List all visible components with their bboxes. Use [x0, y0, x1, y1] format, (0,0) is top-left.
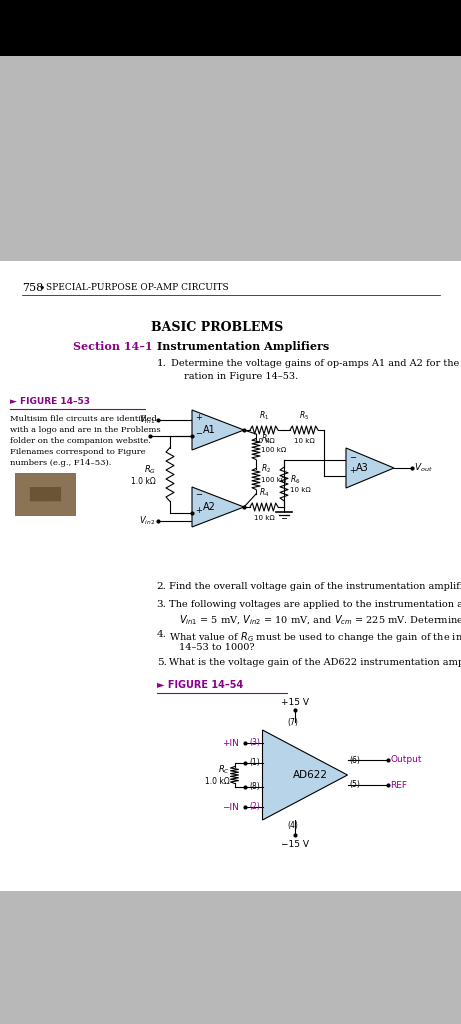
Text: 10 kΩ: 10 kΩ	[254, 515, 274, 521]
Text: 3.: 3.	[157, 600, 166, 609]
Text: Instrumentation Amplifiers: Instrumentation Amplifiers	[157, 341, 329, 352]
Text: +IN: +IN	[223, 738, 239, 748]
Text: 1.0 kΩ: 1.0 kΩ	[205, 776, 230, 785]
Text: $V_{out}$: $V_{out}$	[414, 462, 433, 474]
Text: −15 V: −15 V	[281, 840, 309, 849]
Text: $R_1$: $R_1$	[261, 433, 271, 445]
Text: 100 kΩ: 100 kΩ	[261, 447, 286, 453]
Text: 4.: 4.	[157, 630, 166, 639]
Text: $R_1$: $R_1$	[259, 410, 269, 422]
Text: BASIC PROBLEMS: BASIC PROBLEMS	[151, 321, 283, 334]
Text: SPECIAL-PURPOSE OP-AMP CIRCUITS: SPECIAL-PURPOSE OP-AMP CIRCUITS	[46, 283, 229, 292]
Text: −: −	[195, 490, 202, 499]
Polygon shape	[262, 730, 348, 820]
Text: What is the voltage gain of the AD622 instrumentation amplifier in Figure 14–54?: What is the voltage gain of the AD622 in…	[169, 658, 461, 667]
Text: A1: A1	[203, 425, 216, 435]
Text: $R_4$: $R_4$	[259, 486, 269, 499]
Text: 14–53 to 1000?: 14–53 to 1000?	[179, 643, 254, 652]
Text: Determine the voltage gains of op-amps A1 and A2 for the instrumentation amplifi: Determine the voltage gains of op-amps A…	[171, 359, 461, 368]
Text: (8): (8)	[250, 782, 260, 792]
Text: 10 kΩ: 10 kΩ	[294, 438, 314, 444]
Polygon shape	[192, 410, 244, 450]
Text: ███: ███	[29, 486, 61, 501]
Text: +: +	[195, 413, 202, 422]
Text: (3): (3)	[249, 738, 260, 748]
Text: •: •	[38, 283, 45, 293]
Bar	[15, 473, 75, 515]
Text: Find the overall voltage gain of the instrumentation amplifier in Figure 14–53.: Find the overall voltage gain of the ins…	[169, 582, 461, 591]
Text: (4): (4)	[288, 821, 298, 830]
Text: ► FIGURE 14–53: ► FIGURE 14–53	[10, 397, 90, 406]
Text: What value of $R_G$ must be used to change the gain of the instrumentation ampli: What value of $R_G$ must be used to chan…	[169, 630, 461, 644]
Text: 1.0 kΩ: 1.0 kΩ	[131, 477, 156, 486]
Text: Output: Output	[390, 756, 422, 765]
Polygon shape	[192, 487, 244, 527]
Text: $V_{in1}$: $V_{in1}$	[139, 414, 155, 426]
Text: REF: REF	[390, 780, 408, 790]
Text: 100 kΩ: 100 kΩ	[261, 477, 286, 483]
Text: Multisim file circuits are identified: Multisim file circuits are identified	[10, 415, 157, 423]
Text: $R_C$: $R_C$	[218, 764, 230, 776]
Bar	[0, 0, 461, 56]
Text: (2): (2)	[250, 803, 260, 811]
Text: Section 14–1: Section 14–1	[73, 341, 152, 352]
Text: +: +	[195, 506, 202, 515]
Text: with a logo and are in the Problems: with a logo and are in the Problems	[10, 426, 160, 434]
Text: $V_{in1}$ = 5 mV, $V_{in2}$ = 10 mV, and $V_{cm}$ = 225 mV. Determine the final : $V_{in1}$ = 5 mV, $V_{in2}$ = 10 mV, and…	[179, 613, 461, 627]
Bar	[0, 261, 461, 891]
Text: AD622: AD622	[292, 770, 327, 780]
Text: 10 kΩ: 10 kΩ	[290, 487, 311, 493]
Text: A2: A2	[203, 502, 216, 512]
Text: A3: A3	[355, 463, 368, 473]
Polygon shape	[346, 449, 394, 488]
Text: +: +	[349, 466, 356, 475]
Text: numbers (e.g., F14–53).: numbers (e.g., F14–53).	[10, 459, 112, 467]
Text: (6): (6)	[349, 756, 361, 765]
Text: $V_{in2}$: $V_{in2}$	[139, 515, 155, 527]
Text: ration in Figure 14–53.: ration in Figure 14–53.	[184, 372, 299, 381]
Text: ► FIGURE 14–54: ► FIGURE 14–54	[157, 680, 243, 690]
Text: +15 V: +15 V	[281, 698, 309, 707]
Text: $R_G$: $R_G$	[144, 463, 156, 476]
Text: 758: 758	[22, 283, 43, 293]
Text: folder on the companion website.: folder on the companion website.	[10, 437, 151, 445]
Text: 1.: 1.	[157, 359, 166, 368]
Text: 2.: 2.	[157, 582, 166, 591]
Text: The following voltages are applied to the instrumentation amplifier in Figure 14: The following voltages are applied to th…	[169, 600, 461, 609]
Text: $R_5$: $R_5$	[299, 410, 309, 422]
Text: $R_2$: $R_2$	[261, 463, 271, 475]
Text: 10 kΩ: 10 kΩ	[254, 438, 274, 444]
Text: 5.: 5.	[157, 658, 166, 667]
Text: (1): (1)	[250, 759, 260, 768]
Text: Filenames correspond to Figure: Filenames correspond to Figure	[10, 449, 146, 456]
Text: −: −	[349, 453, 356, 462]
Text: $R_6$: $R_6$	[290, 474, 301, 486]
Text: −: −	[195, 429, 202, 438]
Text: (5): (5)	[349, 780, 361, 790]
Text: −IN: −IN	[223, 803, 239, 811]
Text: (7): (7)	[288, 718, 298, 727]
